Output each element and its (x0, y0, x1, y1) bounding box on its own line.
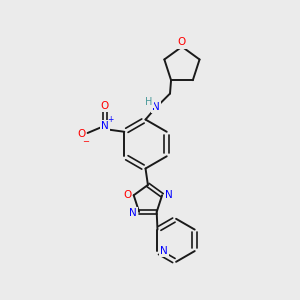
Text: H: H (146, 97, 153, 106)
Text: N: N (160, 246, 168, 256)
Text: O: O (178, 38, 186, 47)
Text: O: O (123, 190, 131, 200)
Text: −: − (82, 137, 89, 146)
Text: N: N (152, 102, 160, 112)
Text: N: N (101, 121, 109, 131)
Text: N: N (129, 208, 136, 218)
Text: O: O (100, 100, 109, 110)
Text: N: N (165, 190, 172, 200)
Text: +: + (107, 115, 114, 124)
Text: O: O (77, 130, 85, 140)
